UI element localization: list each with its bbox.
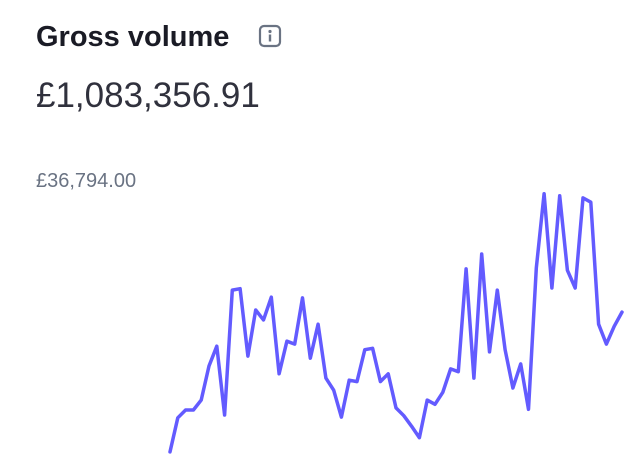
total-value: £1,083,356.91 — [36, 76, 260, 115]
line-series — [168, 191, 624, 454]
y-tick-label: £36,794.00 — [36, 170, 136, 192]
info-icon[interactable] — [258, 24, 282, 48]
chart-title: Gross volume — [36, 21, 229, 53]
